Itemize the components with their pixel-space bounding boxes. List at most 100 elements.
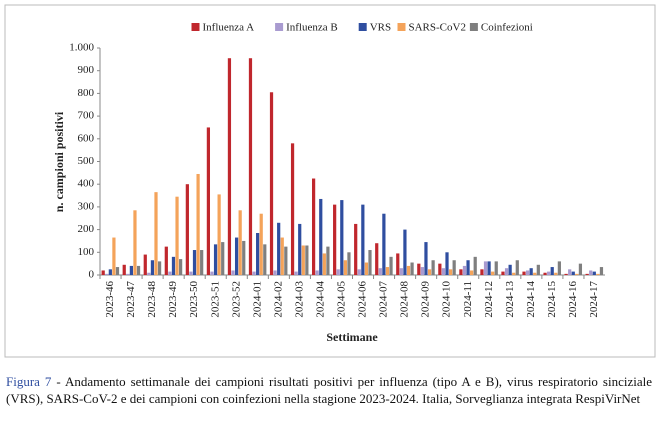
y-tick-label: 800: [78, 87, 95, 99]
bar: [298, 223, 302, 275]
bar: [480, 269, 484, 275]
bar: [491, 271, 495, 275]
bar: [361, 204, 365, 275]
bar: [238, 210, 242, 275]
x-tick-label: 2024-01: [251, 281, 263, 318]
bar: [515, 260, 519, 275]
x-tick-label: 2024-08: [399, 281, 411, 318]
bar: [115, 267, 120, 275]
bar: [112, 237, 116, 275]
bar: [263, 244, 267, 275]
bar: [448, 269, 453, 275]
bar: [189, 271, 193, 275]
bar: [501, 271, 505, 275]
bar: [575, 273, 579, 275]
bar: [108, 269, 112, 275]
bar: [399, 268, 403, 275]
y-tick-label: 900: [78, 64, 95, 76]
bar: [596, 273, 600, 275]
bar: [196, 173, 200, 275]
bar: [473, 256, 477, 275]
bar: [424, 242, 428, 275]
bar: [364, 262, 369, 275]
bar: [259, 213, 263, 275]
bar: [427, 269, 432, 275]
bar: [536, 264, 540, 275]
bar: [354, 223, 358, 275]
bar: [441, 268, 446, 275]
bar: [133, 210, 137, 275]
bar: [126, 273, 130, 275]
bar: [336, 269, 340, 275]
bar: [143, 254, 147, 275]
x-axis-label: Settimane: [326, 330, 378, 344]
x-tick-label: 2024-14: [525, 281, 537, 318]
bar: [522, 271, 526, 275]
bar: [512, 272, 516, 275]
x-tick-label: 2023-52: [230, 281, 242, 318]
bar: [210, 271, 214, 275]
bar: [164, 246, 168, 275]
bar: [200, 250, 204, 275]
caption-label: Figura 7: [6, 374, 52, 389]
bar: [470, 270, 474, 275]
bar: [382, 213, 386, 275]
bar: [378, 268, 382, 275]
x-tick-label: 2024-11: [462, 281, 474, 317]
bar: [171, 256, 176, 275]
bar: [533, 272, 537, 275]
bar: [357, 269, 361, 275]
bar: [431, 260, 435, 275]
legend-swatch: [469, 23, 478, 31]
bar: [185, 184, 189, 275]
bar: [487, 261, 491, 275]
bar: [333, 204, 337, 275]
bar: [136, 265, 141, 275]
bar: [305, 245, 309, 275]
bar: [280, 237, 284, 275]
x-tick-label: 2023-47: [125, 281, 137, 318]
bar: [147, 272, 151, 275]
bar: [543, 272, 547, 275]
bar: [564, 273, 568, 275]
x-tick-label: 2023-50: [188, 281, 200, 318]
bar: [301, 245, 305, 275]
bar: [315, 270, 319, 275]
legend-swatch: [275, 23, 284, 31]
legend-label: SARS-CoV2: [409, 22, 466, 34]
bar: [221, 242, 225, 275]
bar: [557, 261, 561, 275]
x-tick-label: 2023-51: [209, 281, 221, 318]
x-tick-label: 2024-07: [378, 281, 390, 318]
bar: [508, 264, 512, 275]
x-tick-label: 2024-16: [567, 281, 579, 318]
x-tick-label: 2024-17: [588, 281, 600, 318]
bar: [375, 243, 379, 275]
bar: [340, 200, 344, 275]
bar: [284, 246, 288, 275]
y-tick-label: 700: [78, 110, 95, 122]
y-tick-label: 100: [78, 246, 95, 258]
bar: [248, 58, 253, 276]
bar: [406, 265, 411, 275]
legend-swatch: [191, 23, 200, 31]
bar: [385, 267, 390, 275]
x-tick-label: 2023-46: [104, 281, 116, 318]
bar: [343, 260, 347, 275]
bar: [129, 265, 133, 275]
bar: [101, 270, 105, 275]
bar: [466, 260, 470, 275]
bar: [179, 259, 183, 275]
bar: [403, 229, 407, 275]
bar: [525, 270, 530, 275]
bar: [311, 178, 316, 275]
y-tick-label: 0: [89, 269, 95, 281]
y-tick-label: 300: [78, 200, 95, 212]
bar: [368, 250, 372, 275]
bar: [347, 252, 351, 275]
y-tick-label: 500: [78, 155, 95, 167]
x-tick-label: 2024-13: [504, 281, 516, 318]
bar: [420, 267, 424, 275]
legend-swatch: [358, 23, 367, 31]
